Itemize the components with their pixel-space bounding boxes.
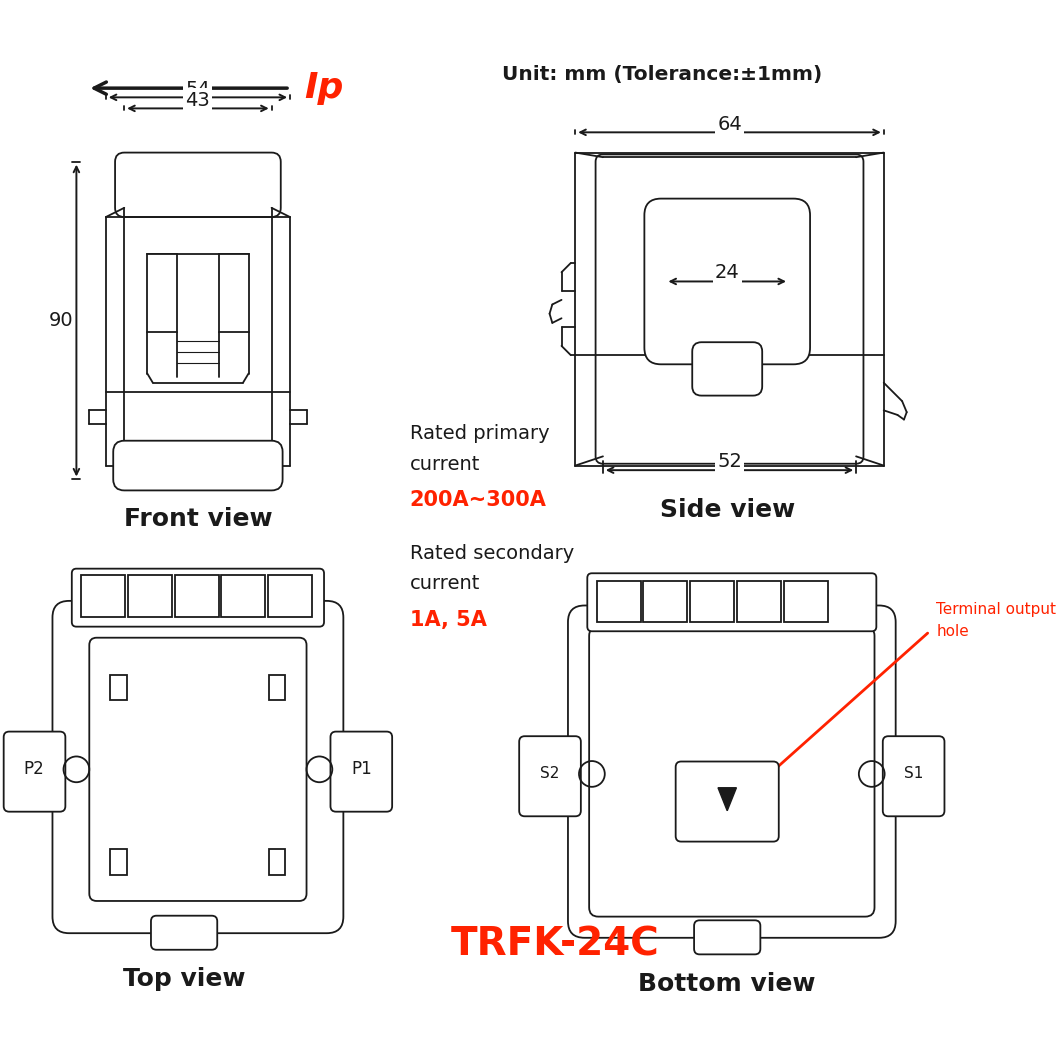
FancyBboxPatch shape (113, 441, 283, 491)
Bar (147, 253, 177, 332)
Text: 64: 64 (718, 114, 742, 134)
Bar (110, 674, 127, 701)
Bar (269, 674, 285, 701)
FancyBboxPatch shape (675, 761, 779, 842)
FancyBboxPatch shape (694, 920, 760, 954)
Bar (783, 581, 828, 622)
Text: 90: 90 (49, 311, 73, 330)
Text: current: current (409, 455, 480, 474)
Text: hole: hole (936, 623, 969, 638)
FancyBboxPatch shape (53, 601, 343, 933)
Bar (597, 581, 640, 622)
FancyBboxPatch shape (596, 155, 864, 463)
FancyBboxPatch shape (568, 605, 896, 938)
Text: S2: S2 (540, 766, 560, 781)
Text: Rated secondary: Rated secondary (409, 544, 573, 563)
Text: Terminal output: Terminal output (936, 602, 1056, 618)
Text: 24: 24 (714, 263, 740, 282)
FancyBboxPatch shape (644, 198, 810, 365)
FancyBboxPatch shape (587, 573, 877, 632)
Bar (269, 849, 285, 876)
Bar (219, 253, 248, 332)
Text: 43: 43 (186, 90, 210, 109)
Text: 54: 54 (186, 80, 210, 99)
FancyBboxPatch shape (331, 731, 392, 812)
Text: S1: S1 (904, 766, 923, 781)
Text: 41: 41 (176, 469, 201, 487)
Bar (268, 576, 312, 618)
Text: Top view: Top view (123, 968, 245, 991)
Text: 1A, 5A: 1A, 5A (409, 611, 487, 630)
Text: 52: 52 (717, 453, 742, 472)
Text: P1: P1 (352, 760, 372, 778)
FancyBboxPatch shape (3, 731, 66, 812)
Bar (643, 581, 687, 622)
Text: TRFK-24C: TRFK-24C (452, 925, 659, 964)
Text: P2: P2 (23, 760, 45, 778)
FancyBboxPatch shape (589, 626, 874, 917)
FancyBboxPatch shape (883, 737, 944, 816)
Text: current: current (409, 575, 480, 594)
Text: Front view: Front view (124, 507, 272, 531)
Bar (737, 581, 781, 622)
FancyBboxPatch shape (89, 638, 306, 901)
FancyBboxPatch shape (519, 737, 581, 816)
Text: Rated primary: Rated primary (409, 424, 549, 443)
Text: 200A~300A: 200A~300A (409, 491, 547, 511)
Bar (128, 576, 172, 618)
Bar (110, 849, 127, 876)
Text: Unit: mm (Tolerance:±1mm): Unit: mm (Tolerance:±1mm) (501, 65, 822, 84)
FancyBboxPatch shape (72, 568, 324, 626)
Text: Bottom view: Bottom view (638, 972, 816, 995)
Bar (222, 576, 265, 618)
Bar (81, 576, 125, 618)
Polygon shape (718, 788, 737, 811)
FancyBboxPatch shape (151, 916, 217, 950)
Bar (175, 576, 218, 618)
Text: Ip: Ip (304, 71, 343, 105)
FancyBboxPatch shape (692, 342, 762, 395)
Text: Side view: Side view (659, 498, 795, 522)
Bar (690, 581, 734, 622)
FancyBboxPatch shape (116, 153, 281, 217)
